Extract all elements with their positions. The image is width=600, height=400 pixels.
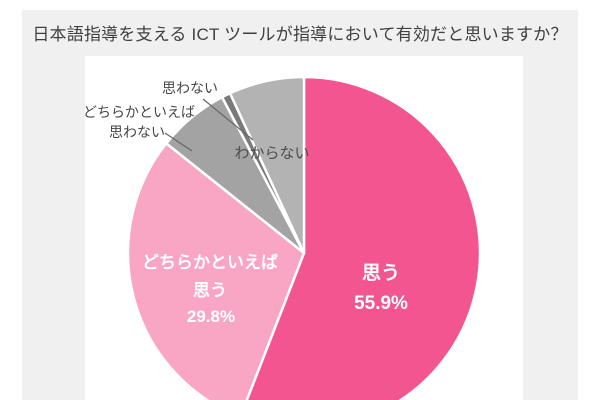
- pie-label-dochiraka-omowanai-line1: どちらかといえば: [85, 104, 195, 120]
- pie-label-dochiraka-omou-line2: 思う: [193, 281, 227, 300]
- leader-line-omowanai: [202, 98, 254, 141]
- pie-label-wakaranai-line1: わからない: [234, 145, 309, 162]
- chart-title: 日本語指導を支える ICT ツールが指導において有効だと思いますか？: [32, 25, 568, 44]
- pie-label-dochiraka-omowanai-line2: 思わない: [109, 124, 165, 140]
- pie-chart: 思う55.9%どちらかといえば思う29.8%どちらかといえば思わない思わないわか…: [83, 75, 482, 400]
- chart-card: 思う 55.9% どちらかといえば 思う 29.8% どちらかといえば 思わない 思わない わか…: [83, 56, 523, 400]
- pie-label-omou-line2: 55.9%: [354, 293, 408, 314]
- survey-panel: 日本語指導を支える ICT ツールが指導において有効だと思いますか？ 思う 55.…: [22, 10, 578, 400]
- pie-label-omou-line1: 思う: [362, 262, 400, 284]
- pie-label-dochiraka-omou-line1: どちらかといえば: [142, 253, 278, 272]
- leader-line-dochiraka-omowanai: [164, 132, 193, 152]
- pie-slice-dochiraka-omou: [126, 142, 306, 400]
- pie-label-omowanai-line1: 思わない: [162, 80, 218, 96]
- pie-label-dochiraka-omou-line3: 29.8%: [187, 307, 235, 326]
- pie-slice-wakaranai: [228, 75, 306, 255]
